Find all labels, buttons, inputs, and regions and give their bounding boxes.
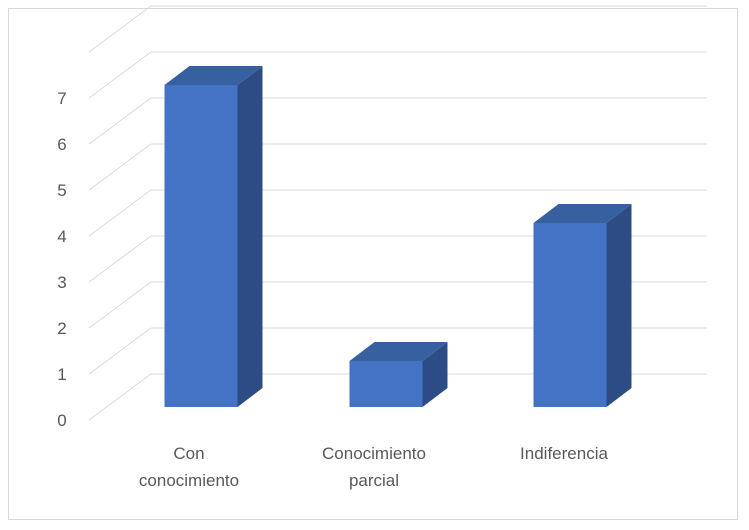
bar — [349, 361, 423, 407]
gridline-diagonal — [88, 189, 152, 237]
y-tick-label: 7 — [57, 89, 66, 108]
bar-top — [349, 342, 448, 361]
bar — [533, 223, 607, 407]
bar-side — [606, 204, 632, 407]
gridline-diagonal — [88, 373, 152, 421]
gridline-diagonal — [88, 143, 152, 191]
x-tick-label: Con — [173, 444, 204, 463]
y-tick-label: 6 — [57, 135, 66, 154]
gridline-diagonal — [88, 327, 152, 375]
bar-top — [164, 66, 263, 85]
gridline-diagonal — [88, 235, 152, 283]
x-tick-label: Conocimiento — [322, 444, 426, 463]
x-tick-label: conocimiento — [139, 471, 239, 490]
x-tick-label: parcial — [349, 471, 399, 490]
y-tick-label: 0 — [57, 411, 66, 430]
gridline-diagonal — [88, 5, 152, 53]
bar-side — [422, 342, 448, 407]
y-tick-label: 5 — [57, 181, 66, 200]
y-tick-label: 3 — [57, 273, 66, 292]
gridline-diagonal — [88, 97, 152, 145]
gridline-diagonal — [88, 281, 152, 329]
y-tick-label: 1 — [57, 365, 66, 384]
bar-side — [237, 66, 263, 407]
y-tick-label: 2 — [57, 319, 66, 338]
y-tick-label: 4 — [57, 227, 66, 246]
bar-top — [533, 204, 632, 223]
bar — [164, 85, 238, 407]
gridline-diagonal — [88, 51, 152, 99]
x-tick-label: Indiferencia — [520, 444, 608, 463]
